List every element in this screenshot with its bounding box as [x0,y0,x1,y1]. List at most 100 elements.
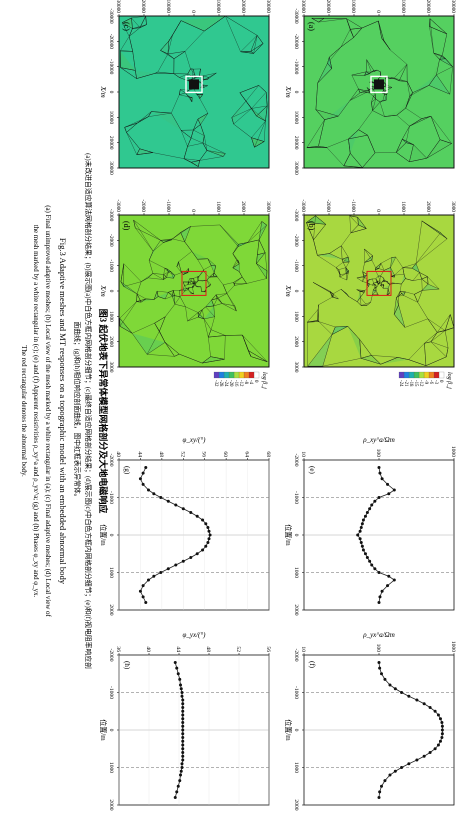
mesh-edge [192,69,194,77]
mesh-edge [200,286,202,292]
chart-xtick-label: -1000 [293,491,299,504]
mesh-edge [424,341,431,344]
mesh-edge [234,305,237,312]
mesh-edge [360,297,368,306]
mesh-edge [205,305,214,308]
mesh-edge [187,68,191,75]
mesh-edge [350,224,359,233]
mesh-edge [196,280,199,284]
mesh-edge [433,52,446,59]
mesh-xtick-label: 20000 [293,136,299,150]
mesh-edge [141,277,149,282]
mesh-edge [356,277,363,282]
mesh-edge [358,88,366,91]
mesh-edge [256,263,267,279]
mesh-edge [204,316,215,320]
mesh-edge [232,253,237,261]
mesh-edge [168,292,175,296]
colorbar-swatch [403,371,410,379]
mesh-edge [356,276,364,279]
chart-xtick-label: 1000 [293,762,299,773]
mesh-edge [239,85,259,93]
mesh-edge [422,283,429,291]
mesh-edge [348,296,358,302]
mesh-edge [251,108,257,117]
mesh-cell [200,82,203,85]
mesh-edge [400,291,402,294]
mesh-edge [415,238,448,264]
mesh-edge [167,268,171,272]
chart-point [377,796,381,799]
mesh-edge [430,341,447,357]
mesh-edge [398,295,404,297]
mesh-edge [369,92,374,97]
chart-ytick-label: 68 [265,451,271,457]
colorbar-title: log β_j [446,372,452,389]
chart-point [141,584,145,588]
colorbar-swatch [253,371,260,379]
mesh-edge [120,67,137,79]
mesh-ytick-label: -3000 [115,199,121,212]
mesh-edge [379,102,385,117]
chart-point [180,766,184,769]
mesh-edge [247,224,267,243]
mesh-cell [197,113,208,125]
mesh-edge [373,287,377,290]
mesh-edge [119,301,137,327]
mesh-ytick-label: -2000 [140,199,146,212]
mesh-edge [185,92,190,98]
mesh-edge [346,273,349,281]
mesh-edge [202,142,208,151]
mesh-edge [317,309,319,321]
mesh-edge [357,297,361,302]
mesh-edge [202,359,225,364]
mesh-cell [324,100,350,120]
chart-ylabel: φ_xy/(°) [183,436,207,444]
mesh-edge [264,120,266,142]
mesh-edge [191,281,193,283]
mesh-edge [424,343,427,366]
mesh-xtick-label: 0 [293,91,299,94]
mesh-edge [211,298,218,301]
mesh-edge [375,268,379,271]
mesh-panel-c: (c) [118,15,270,169]
mesh-edge [366,71,370,74]
chart-point [174,563,178,567]
mesh-edge [197,276,200,278]
mesh-edge [333,289,342,294]
mesh-edge [339,276,347,281]
chart-point [181,724,185,728]
mesh-edge [405,291,415,295]
mesh-edge [126,132,137,155]
mesh-edge [373,96,376,100]
mesh-edge [217,293,228,299]
mesh-b-fill [304,215,454,367]
mesh-cell [315,109,339,120]
mesh-edge [395,283,402,285]
mesh-edge [226,293,235,306]
mesh-edge [413,144,427,159]
mesh-ytick-label: -30000 [115,0,121,13]
mesh-edge [412,85,430,93]
mesh-edge [375,275,379,279]
mesh-edge [381,284,384,286]
mesh-edge [376,69,381,73]
mesh-cell [149,240,161,261]
mesh-edge [421,278,429,285]
mesh-edge [196,93,199,95]
mesh-edge [429,18,434,54]
mesh-edge [197,276,200,281]
mesh-edge [362,152,376,168]
mesh-edge [329,253,343,260]
chart-ytick-label: 36 [115,646,121,652]
mesh-edge [131,333,148,355]
mesh-edge [371,70,374,73]
mesh-xtick-label: -3000 [108,209,114,222]
mesh-edge [185,306,188,322]
chart-point [415,698,419,702]
mesh-cell [311,18,324,23]
mesh-edge [317,320,319,322]
mesh-edge [187,137,192,147]
mesh-edge [364,71,372,76]
mesh-edge [171,94,180,114]
